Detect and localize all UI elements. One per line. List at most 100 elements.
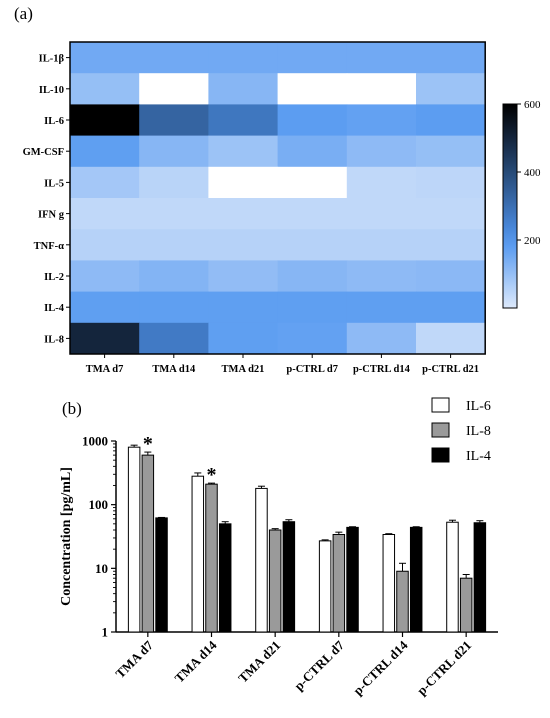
heatmap-frame	[69, 41, 486, 355]
heatmap-cell	[139, 229, 209, 261]
heatmap-cell	[208, 104, 279, 137]
y-tick-label: 1000	[82, 434, 108, 449]
heatmap-col-label: p-CTRL d14	[353, 364, 411, 375]
x-tick-label: TMA d14	[171, 637, 220, 686]
heatmap-cell	[277, 42, 348, 74]
heatmap-cell	[208, 229, 279, 261]
heatmap-row-label: IL-4	[44, 303, 65, 314]
heatmap-cell	[346, 198, 417, 230]
heatmap-colorbar: 200 400 600	[502, 99, 541, 309]
bar-il-8	[141, 454, 155, 633]
heatmap-col-label: p-CTRL d7	[286, 364, 338, 375]
bar-il-4	[218, 523, 232, 633]
y-tick-label: 10	[95, 561, 108, 576]
heatmap-cell	[208, 260, 279, 293]
legend-swatch	[431, 447, 450, 463]
heatmap-row-label: IL-6	[44, 116, 64, 127]
y-axis-title: Concentration [pg/mL]	[59, 467, 74, 606]
heatmap-row-label: IL-2	[44, 272, 64, 283]
heatmap-cell	[346, 322, 417, 355]
bar-il-8	[459, 577, 473, 633]
heatmap-row-label: IL-5	[44, 178, 64, 189]
bar-il-4	[409, 526, 423, 633]
heatmap-cell	[139, 104, 209, 137]
heatmap-col-label: TMA d7	[86, 364, 124, 375]
heatmap-cell	[139, 291, 209, 324]
bar-il-6	[127, 446, 141, 633]
heatmap-row-label: IL-10	[39, 85, 64, 96]
colorbar-tick-label: 600	[524, 99, 541, 111]
bar-il-4	[155, 517, 168, 633]
x-tick-label: p-CTRL d21	[414, 638, 474, 698]
bar-il-8	[332, 533, 346, 633]
legend-swatch	[431, 397, 450, 413]
x-tick-label: p-CTRL d7	[291, 637, 347, 693]
panel-a-label: (a)	[14, 4, 33, 23]
heatmap-col-label: TMA d14	[152, 364, 196, 375]
heatmap-cell	[277, 135, 348, 168]
heatmap-cell	[208, 73, 279, 105]
heatmap-cell	[70, 198, 140, 230]
heatmap-cell	[208, 135, 279, 168]
heatmap-cell	[277, 104, 348, 137]
legend-label: IL-4	[466, 449, 491, 464]
x-tick-label: p-CTRL d14	[350, 637, 411, 698]
heatmap-cell	[277, 291, 348, 324]
heatmap-cell	[139, 135, 209, 168]
heatmap-row-label: IFN g	[38, 210, 65, 221]
heatmap-cell	[346, 166, 417, 199]
bar-il-8	[396, 570, 409, 633]
heatmap-cell	[277, 73, 348, 105]
heatmap-cell	[277, 260, 348, 293]
heatmap-cell	[346, 135, 417, 168]
heatmap-cell	[346, 104, 417, 137]
heatmap-cell	[70, 135, 140, 168]
heatmap-cell	[346, 229, 417, 261]
heatmap-cell	[416, 135, 486, 168]
heatmap-panel: IL-1β IL-10 IL-6 GM-CSF IL-5 IFN g TNF-α IL-2 IL…	[23, 41, 486, 375]
significance-marker: *	[143, 433, 153, 455]
heatmap-cell	[208, 42, 279, 74]
heatmap-cell	[139, 322, 209, 355]
bar-il-6	[318, 540, 332, 633]
heatmap-cell	[70, 291, 140, 324]
bar-il-6	[191, 475, 205, 633]
significance-marker: *	[207, 464, 217, 486]
heatmap-cell	[346, 73, 417, 105]
bar-il-6	[446, 521, 459, 633]
bar-il-4	[473, 522, 487, 633]
colorbar-bar	[502, 103, 518, 309]
heatmap-cell	[70, 166, 140, 199]
bar-il-6	[255, 487, 268, 633]
colorbar-tick-label: 200	[524, 235, 541, 247]
heatmap-cell	[70, 73, 140, 105]
heatmap-cell	[208, 166, 279, 199]
heatmap-cell	[416, 322, 486, 355]
colorbar-tick-label: 400	[524, 167, 541, 179]
heatmap-cell	[208, 198, 279, 230]
heatmap-row-label: GM-CSF	[23, 147, 64, 158]
heatmap-cell	[139, 260, 209, 293]
heatmap-col-label: p-CTRL d21	[422, 364, 479, 375]
bar-il-4	[346, 526, 359, 633]
bar-chart-panel: 1 10 100 1000 Concentration [pg/mL] TMA d7 TMA…	[59, 397, 498, 698]
heatmap-col-label: TMA d21	[222, 364, 265, 375]
bar-il-8	[268, 529, 282, 633]
heatmap-row-label: IL-1β	[39, 54, 65, 65]
heatmap-cell	[416, 166, 486, 199]
bar-il-6	[382, 533, 396, 633]
heatmap-cell	[139, 73, 209, 105]
heatmap-cell	[70, 322, 140, 355]
panel-b-label: (b)	[62, 399, 82, 418]
bar-il-4	[282, 521, 296, 633]
heatmap-cell	[208, 291, 279, 324]
heatmap-cell	[277, 166, 348, 199]
heatmap-cell	[416, 260, 486, 293]
heatmap-cell	[416, 229, 486, 261]
x-tick-label: TMA d21	[235, 638, 283, 686]
heatmap-cell	[208, 322, 279, 355]
heatmap-row-label: TNF-α	[34, 241, 64, 252]
legend-swatch	[431, 422, 450, 438]
heatmap-cell	[416, 291, 486, 324]
legend-label: IL-8	[466, 424, 491, 439]
